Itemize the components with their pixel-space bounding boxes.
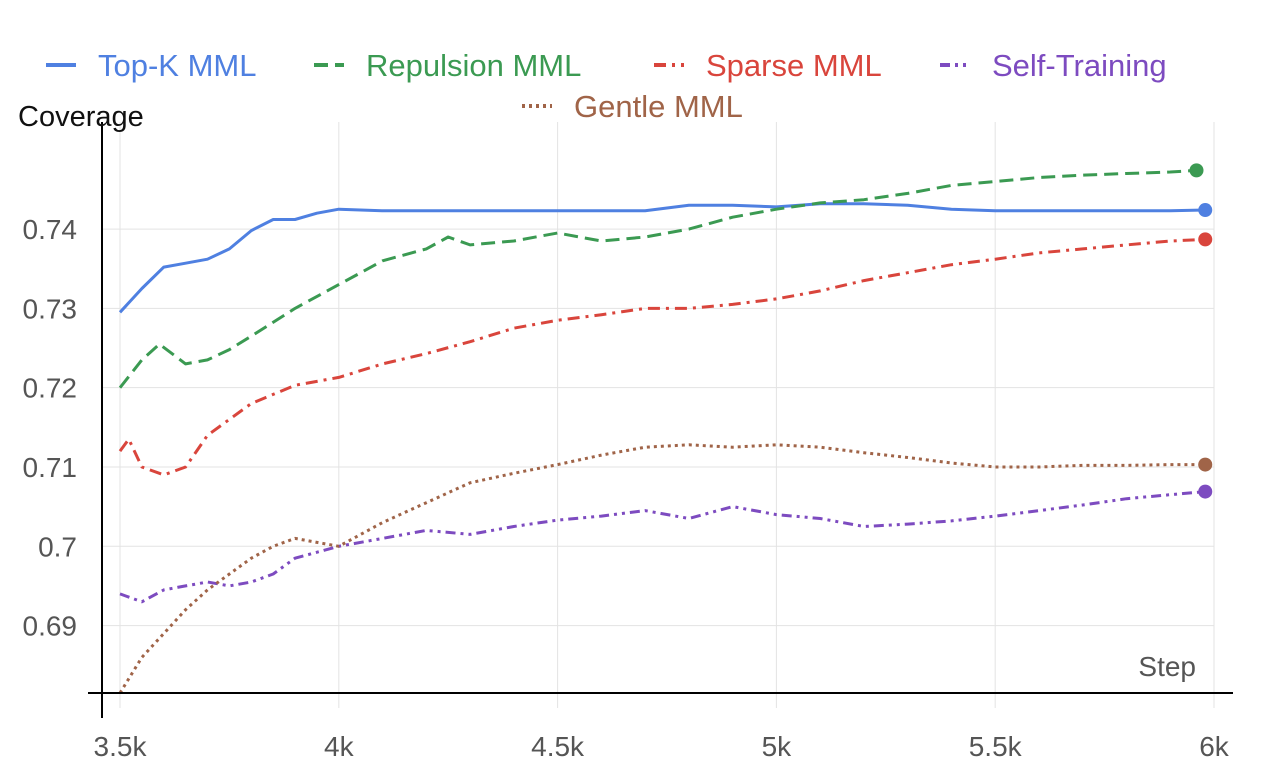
- series-line-self-training: [119, 490, 1206, 604]
- legend-label: Gentle MML: [574, 89, 743, 124]
- y-tick-label: 0.72: [23, 373, 78, 404]
- series-line-gentle-mml: [118, 443, 1206, 694]
- y-tick-label: 0.74: [23, 214, 78, 245]
- legend-item-gentle-mml[interactable]: Gentle MML: [522, 89, 743, 124]
- y-tick-label: 0.73: [23, 293, 78, 324]
- series-end-marker-repulsion-mml: [1189, 163, 1204, 178]
- legend-item-self-training[interactable]: Self-Training: [940, 48, 1167, 83]
- grid-lines: [102, 122, 1215, 708]
- legend: Top-K MML Repulsion MML Sparse MML Self-Tra…: [46, 48, 1167, 124]
- series-line-sparse-mml: [118, 237, 1206, 477]
- series-end-marker-top-k-mml: [1198, 203, 1213, 218]
- legend-label: Self-Training: [992, 48, 1167, 83]
- series-end-marker-sparse-mml: [1198, 232, 1213, 247]
- legend-item-sparse-mml[interactable]: Sparse MML: [654, 48, 882, 83]
- y-axis-title: Coverage: [18, 101, 144, 133]
- legend-label: Sparse MML: [706, 48, 882, 83]
- y-tick-label: 0.7: [38, 531, 77, 562]
- x-tick-label: 4.5k: [531, 731, 585, 762]
- x-tick-label: 3.5k: [94, 731, 148, 762]
- legend-item-repulsion-mml[interactable]: Repulsion MML: [314, 48, 581, 83]
- x-tick-label: 5.5k: [969, 731, 1023, 762]
- x-tick-label: 4k: [324, 731, 355, 762]
- x-tick-label: 5k: [762, 731, 793, 762]
- x-axis-title: Step: [1138, 651, 1196, 682]
- series-end-marker-self-training: [1198, 484, 1213, 499]
- tick-labels: 0.69 0.7 0.71 0.72 0.73 0.74 3.5k 4k 4.5k 5k 5.5k 6…: [23, 214, 1230, 762]
- legend-label: Top-K MML: [98, 48, 256, 83]
- y-tick-label: 0.69: [23, 611, 78, 642]
- y-tick-label: 0.71: [23, 452, 78, 483]
- series-line-repulsion-mml: [118, 168, 1197, 389]
- legend-label: Repulsion MML: [366, 48, 581, 83]
- x-tick-label: 6k: [1199, 731, 1230, 762]
- series-line-top-k-mml: [118, 202, 1206, 314]
- plot-area: [118, 163, 1213, 694]
- axes: Coverage Step: [18, 101, 1233, 718]
- legend-item-top-k-mml[interactable]: Top-K MML: [46, 48, 256, 83]
- series-end-marker-gentle-mml: [1198, 457, 1213, 472]
